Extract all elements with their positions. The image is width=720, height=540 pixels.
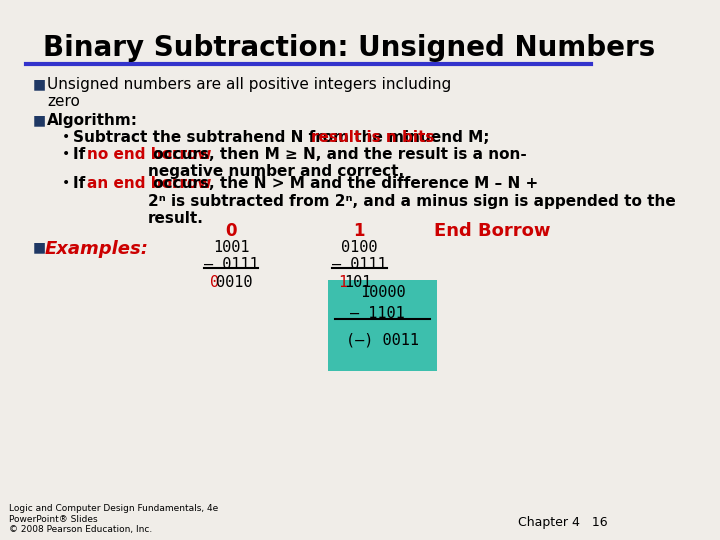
Text: Binary Subtraction: Unsigned Numbers: Binary Subtraction: Unsigned Numbers [42, 35, 655, 63]
Text: End Borrow: End Borrow [434, 221, 550, 240]
Text: Examples:: Examples: [45, 240, 148, 258]
Text: •: • [62, 130, 70, 144]
Text: If: If [73, 176, 90, 191]
FancyBboxPatch shape [328, 280, 437, 371]
Text: occurs, then M ≥ N, and the result is a non-
negative number and correct.: occurs, then M ≥ N, and the result is a … [148, 147, 527, 179]
Text: 0: 0 [210, 275, 219, 290]
Text: Subtract the subtrahend N from the minuend M;: Subtract the subtrahend N from the minue… [73, 130, 495, 145]
Text: occurs, the N > M and the difference M – N +
2ⁿ is subtracted from 2ⁿ, and a min: occurs, the N > M and the difference M –… [148, 176, 676, 226]
Text: Logic and Computer Design Fundamentals, 4e
PowerPoint® Slides
© 2008 Pearson Edu: Logic and Computer Design Fundamentals, … [9, 504, 218, 534]
Text: – 0111: – 0111 [204, 257, 258, 272]
Text: (–) 0011: (–) 0011 [346, 333, 419, 348]
Text: 0100: 0100 [341, 240, 378, 255]
Text: Algorithm:: Algorithm: [47, 113, 138, 128]
Text: ■: ■ [32, 240, 45, 254]
Text: – 0111: – 0111 [332, 257, 387, 272]
Text: result is n bits: result is n bits [311, 130, 434, 145]
Text: Chapter 4   16: Chapter 4 16 [518, 516, 608, 529]
Text: 0010: 0010 [216, 275, 252, 290]
Text: 10000: 10000 [360, 285, 405, 300]
Text: 101: 101 [344, 275, 372, 290]
Text: ■: ■ [32, 77, 45, 91]
Text: 1: 1 [354, 221, 365, 240]
Text: •: • [62, 176, 70, 190]
Text: 0: 0 [225, 221, 237, 240]
Text: 1001: 1001 [213, 240, 249, 255]
Text: – 1101: – 1101 [350, 306, 405, 321]
Text: 1: 1 [338, 275, 347, 290]
Text: an end borrow: an end borrow [87, 176, 212, 191]
Text: Unsigned numbers are all positive integers including
zero: Unsigned numbers are all positive intege… [47, 77, 451, 109]
Text: •: • [62, 147, 70, 161]
Text: ■: ■ [32, 113, 45, 127]
Text: If: If [73, 147, 90, 161]
Text: no end borrow: no end borrow [87, 147, 212, 161]
